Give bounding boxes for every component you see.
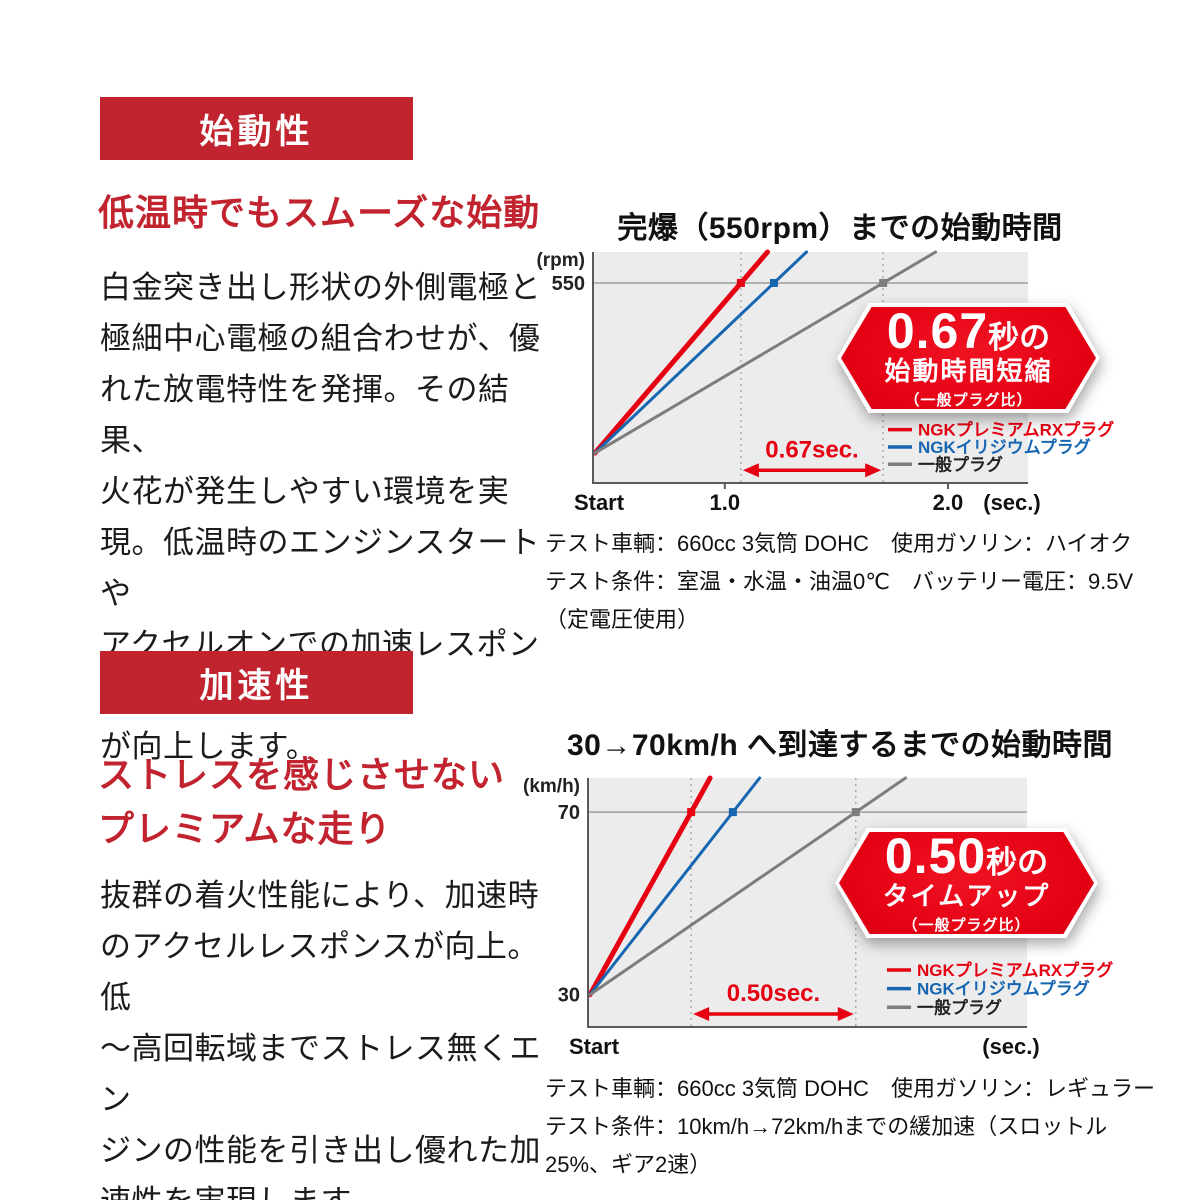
x-start-label: Start [574,490,625,515]
test-condition-line: テスト条件：室温・水温・油温0℃ バッテリー電圧：9.5V（定電圧使用） [545,569,1134,632]
series-marker-2 [879,278,888,287]
badge-headline: 0.50秒の [884,827,1049,884]
startability-highlight-badge: 0.67秒の 始動時間短縮 （一般プラグ比） [837,303,1100,413]
badge-note: （一般プラグ比） [902,917,1031,935]
delta-arrowhead-right [837,1007,854,1022]
acceleration-body-text: 抜群の着火性能により、加速時 のアクセルレスポンスが向上。低 〜高回転域までスト… [100,878,541,1200]
series-marker-1 [769,278,778,287]
axes [592,252,1028,484]
threshold-tick-label: 550 [552,273,585,295]
startability-test-conditions: テスト車輌：660cc 3気筒 DOHC 使用ガソリン：ハイオク テスト条件：室… [545,525,1165,639]
badge-note: （一般プラグ比） [904,392,1033,410]
test-vehicle-line: テスト車輌：660cc 3気筒 DOHC 使用ガソリン：レギュラー [545,1076,1155,1101]
section-header-label: 加速性 [199,667,314,705]
acceleration-heading: ストレスを感じさせない プレミアムな走り [98,754,506,849]
legend-label-2: 一般プラグ [917,997,1002,1017]
series-marker-0 [687,808,696,817]
startability-chart-title: 完爆（550rpm）までの始動時間 [617,212,1063,245]
badge-red-hexagon: 0.50秒の タイムアップ （一般プラグ比） [839,832,1094,934]
x-start-label: Start [569,1034,620,1059]
series-marker-2 [851,808,860,817]
legend-label-1: NGKイリジウムプラグ [917,979,1090,999]
x-tick-label-0: 1.0 [710,490,741,515]
badge-white-outline: 0.50秒の タイムアップ （一般プラグ比） [835,828,1098,938]
delta-arrowhead-left [742,463,759,478]
series-marker-1 [728,808,737,817]
badge-suffix: 秒の [988,319,1051,355]
startability-heading: 低温時でもスムーズな始動 [98,192,541,233]
test-vehicle-line: テスト車輌：660cc 3気筒 DOHC 使用ガソリン：ハイオク [545,531,1133,556]
acceleration-highlight-badge: 0.50秒の タイムアップ （一般プラグ比） [835,828,1098,938]
badge-red-hexagon: 0.67秒の 始動時間短縮 （一般プラグ比） [841,307,1096,409]
section-header-label: 始動性 [199,113,314,151]
y-unit-label: (km/h) [523,776,580,797]
acceleration-chart-title: 30→70km/h へ到達するまでの始動時間 [566,729,1114,762]
delta-label: 0.50sec. [727,980,820,1007]
test-condition-line: テスト条件：10km/h→72km/hまでの緩加速（スロットル25%、ギア2速） [545,1114,1108,1177]
x-unit-label: (sec.) [983,490,1040,515]
badge-white-outline: 0.67秒の 始動時間短縮 （一般プラグ比） [837,303,1100,413]
series-line-2 [593,250,938,455]
legend-label-0: NGKプレミアムRXプラグ [917,960,1113,980]
x-tick-label-1: 2.0 [933,490,964,515]
section-header-acceleration: 加速性 [100,651,413,714]
badge-big-number: 0.67 [886,302,989,359]
threshold-tick-label: 70 [558,802,580,824]
axes [587,778,1027,1028]
delta-arrowhead-left [693,1007,710,1022]
delta-label: 0.67sec. [765,436,858,463]
delta-arrowhead-right [865,463,882,478]
badge-subline: 始動時間短縮 [884,355,1053,386]
badge-suffix: 秒の [986,844,1049,880]
badge-subline: タイムアップ [882,880,1051,911]
legend-label-1: NGKイリジウムプラグ [918,437,1091,457]
origin-tick-label: 30 [558,985,580,1007]
acceleration-test-conditions: テスト車輌：660cc 3気筒 DOHC 使用ガソリン：レギュラー テスト条件：… [545,1070,1165,1184]
legend-label-2: 一般プラグ [918,454,1003,474]
y-unit-label: (rpm) [536,250,585,271]
badge-big-number: 0.50 [884,827,987,884]
x-unit-label: (sec.) [982,1034,1039,1059]
section-header-startability: 始動性 [100,97,413,160]
badge-headline: 0.67秒の [886,302,1051,359]
legend-label-0: NGKプレミアムRXプラグ [918,420,1114,440]
series-marker-0 [736,278,745,287]
